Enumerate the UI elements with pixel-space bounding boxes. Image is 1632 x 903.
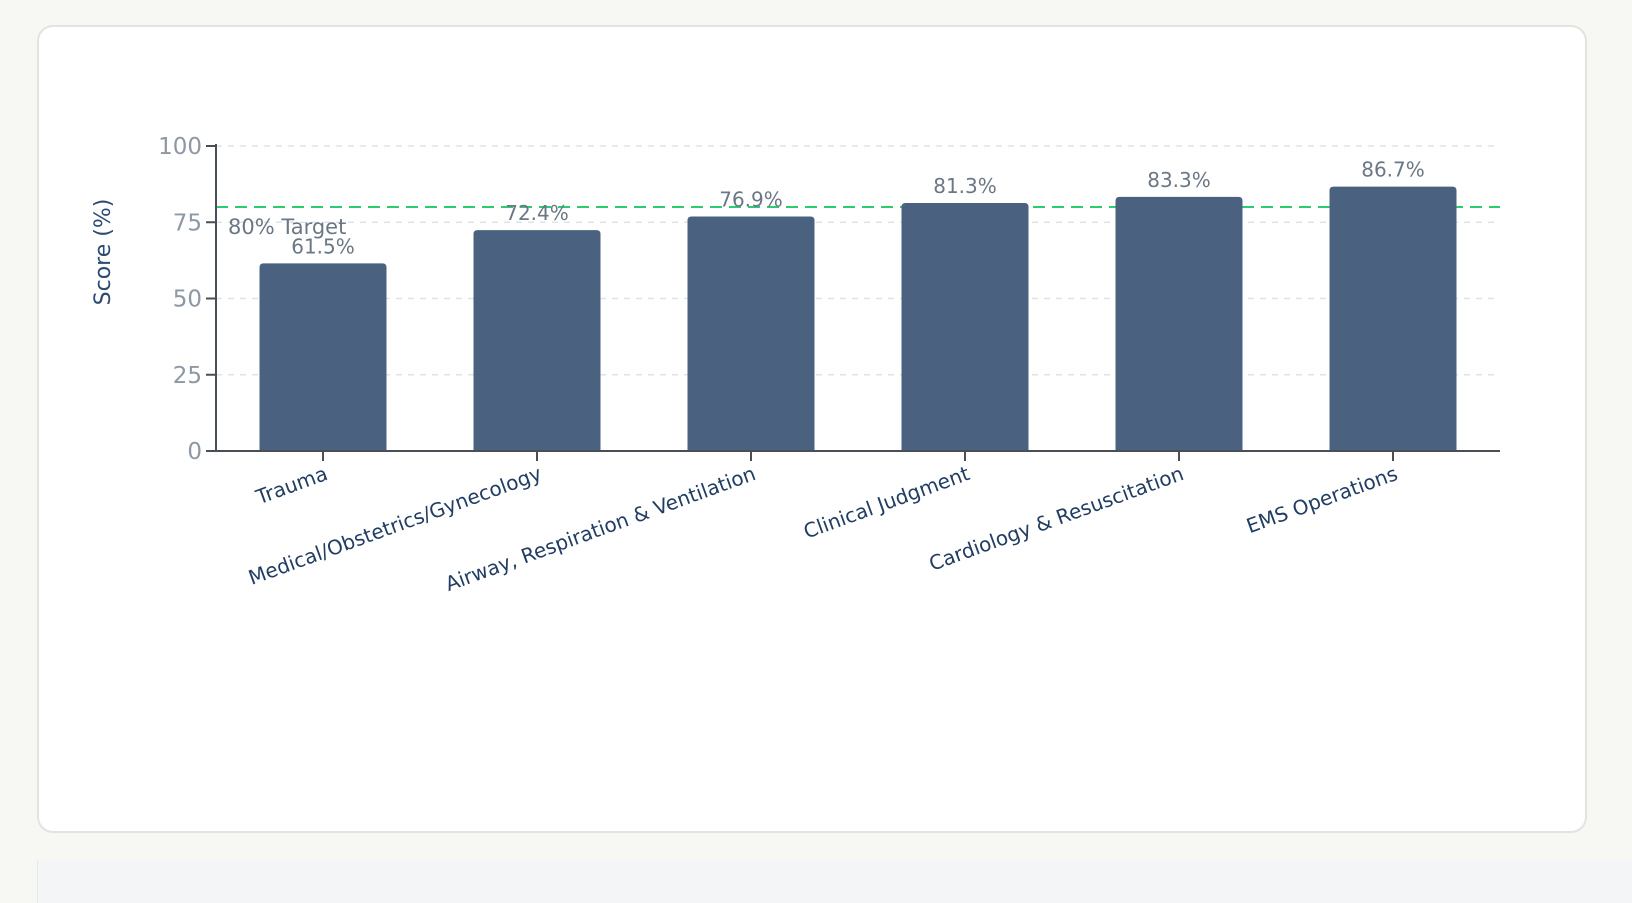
y-tick-label: 50 bbox=[173, 287, 202, 313]
bar bbox=[259, 263, 387, 451]
bar bbox=[1115, 196, 1243, 451]
data-label: 61.5% bbox=[291, 234, 355, 258]
data-label: 76.9% bbox=[719, 187, 783, 211]
bar bbox=[473, 230, 601, 451]
data-label: 72.4% bbox=[505, 201, 569, 225]
y-axis-title: Score (%) bbox=[91, 199, 116, 306]
bottom-panel bbox=[37, 860, 1632, 903]
y-tick-label: 0 bbox=[187, 439, 202, 465]
x-ticks: TraumaMedical/Obstetrics/GynecologyAirwa… bbox=[245, 451, 1401, 596]
y-tick-label: 100 bbox=[158, 134, 202, 160]
gridlines bbox=[216, 145, 1500, 376]
y-ticks: 0 25 50 75 100 bbox=[158, 134, 216, 465]
x-tick-label: Trauma bbox=[252, 461, 331, 509]
x-tick-label: Clinical Judgment bbox=[800, 461, 973, 543]
y-tick-label: 75 bbox=[173, 210, 202, 236]
data-label: 83.3% bbox=[1147, 168, 1211, 192]
axes bbox=[215, 144, 1500, 452]
data-label: 86.7% bbox=[1361, 158, 1425, 182]
bar bbox=[1329, 186, 1457, 451]
bar bbox=[687, 216, 815, 451]
data-label: 81.3% bbox=[933, 174, 997, 198]
bar bbox=[901, 203, 1029, 451]
target-label: 80% Target bbox=[228, 215, 346, 239]
data-labels: 61.5% 72.4% 76.9% 81.3% 83.3% 86.7% bbox=[291, 158, 1425, 259]
y-tick-label: 25 bbox=[173, 363, 202, 389]
bars bbox=[259, 186, 1457, 451]
x-tick-label: EMS Operations bbox=[1243, 461, 1401, 538]
